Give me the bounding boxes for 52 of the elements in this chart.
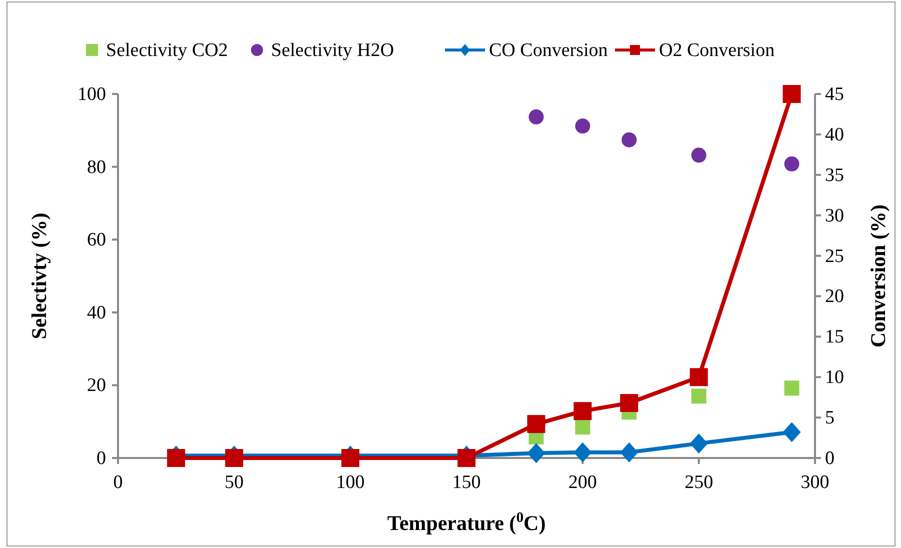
y-axis-title: Selectivty (%): [27, 212, 51, 340]
x-tick-label: 300: [800, 472, 830, 493]
point: [782, 422, 801, 442]
y2-tick-label: 15: [825, 326, 844, 348]
y2-tick-label: 40: [825, 124, 844, 146]
x-axis-title: Temperature ($^{0}$C): [387, 510, 546, 535]
point: [782, 85, 801, 103]
point: [167, 449, 186, 467]
point: [622, 132, 637, 148]
x-tick-label: 150: [452, 472, 481, 493]
y2-tick-label: 10: [825, 367, 844, 388]
y-tick-label: 80: [87, 156, 106, 178]
point: [784, 156, 800, 172]
y2-tick-label: 45: [825, 84, 844, 105]
x-tick-label: 250: [684, 472, 714, 493]
x-tick-label: 50: [224, 472, 244, 493]
point: [784, 380, 800, 396]
legend-label: O2 Conversion: [659, 40, 776, 61]
x-tick-label: 0: [113, 472, 123, 493]
point: [341, 449, 360, 467]
point: [690, 433, 708, 454]
y2-tick-label: 20: [825, 286, 844, 308]
y2-tick-label: 30: [825, 205, 844, 226]
point: [691, 148, 706, 163]
point: [574, 442, 592, 462]
y-tick-label: 40: [87, 302, 106, 324]
legend-label: Selectivity CO2: [106, 40, 228, 61]
legend-label: Selectivity H2O: [271, 40, 394, 61]
point: [527, 443, 546, 464]
y-tick-label: 20: [87, 375, 106, 396]
y2-tick-label: 5: [825, 408, 834, 429]
point: [620, 442, 638, 462]
legend-label: CO Conversion: [489, 40, 608, 61]
y-tick-label: 100: [78, 84, 106, 105]
point: [575, 118, 590, 134]
y-tick-label: 60: [87, 230, 106, 251]
point: [575, 420, 590, 435]
point: [527, 415, 546, 434]
x-tick-label: 200: [568, 472, 597, 493]
point: [574, 402, 592, 420]
point: [690, 368, 708, 386]
y2-tick-label: 25: [825, 246, 844, 267]
y2-tick-label: 0: [825, 448, 834, 469]
point: [458, 449, 476, 467]
y-tick-label: 0: [96, 448, 106, 469]
point: [620, 394, 638, 412]
point: [225, 449, 244, 467]
y2-tick-label: 35: [825, 164, 844, 186]
point: [691, 388, 706, 404]
x-tick-label: 100: [336, 472, 365, 493]
y2-axis-title: Conversion (%): [866, 204, 890, 348]
point: [528, 109, 544, 124]
